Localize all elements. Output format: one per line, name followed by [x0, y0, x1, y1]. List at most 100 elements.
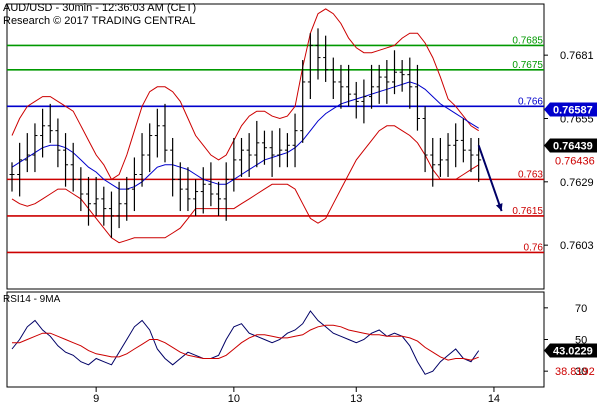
price-bar-29 [231, 137, 237, 192]
price-bar-28 [223, 162, 229, 221]
price-y-label-1: 0.7655 [560, 113, 594, 125]
price-bar-36 [284, 133, 290, 168]
rsi-title: RSI14 - 9MA [3, 294, 61, 305]
price-bar-49 [384, 60, 390, 104]
rsi-lines [11, 310, 480, 375]
rsi-series-9MA [12, 324, 479, 361]
price-price-label-1-box [544, 138, 597, 153]
research-credit: Research © 2017 TRADING CENTRAL [3, 15, 196, 27]
price-bar-52 [407, 57, 413, 109]
level-label-5: 0.76 [524, 242, 544, 253]
price-bar-21 [170, 137, 176, 197]
price-bar-58 [453, 123, 459, 168]
series-bollinger-middle [11, 81, 479, 190]
series-bollinger-lower [11, 125, 479, 244]
price-bar-53 [414, 64, 420, 131]
series-bollinger-upper [11, 8, 479, 181]
rsi-price-label-1: 38.8192 [555, 366, 595, 378]
price-bar-41 [323, 35, 329, 82]
price-bar-23 [185, 167, 191, 212]
price-bar-13 [108, 191, 114, 238]
price-bar-48 [376, 64, 382, 104]
price-bar-22 [177, 162, 183, 212]
price-bar-8 [70, 142, 76, 192]
price-bar-34 [269, 130, 275, 177]
price-bar-7 [63, 133, 69, 187]
forecast-arrow-shaft [477, 144, 503, 212]
price-bar-55 [430, 137, 436, 187]
price-bar-39 [307, 33, 313, 99]
price-bar-25 [200, 167, 206, 214]
price-bar-56 [437, 137, 443, 177]
price-y-label-0: 0.7681 [560, 50, 594, 62]
price-bar-27 [216, 181, 222, 216]
level-label-4: 0.7615 [512, 206, 543, 217]
chart-title: AUD/USD - 30min - 12:36:03 AM (CET) [3, 2, 197, 14]
price-bar-6 [55, 118, 61, 168]
price-bar-60 [468, 137, 474, 173]
x-label-1: 10 [228, 393, 240, 405]
price-bar-51 [399, 60, 405, 92]
price-bar-43 [338, 64, 344, 109]
price-bars [9, 28, 482, 238]
price-panel-frame [6, 3, 545, 290]
price-bar-59 [460, 118, 466, 163]
price-bar-42 [330, 57, 336, 99]
price-bar-26 [208, 162, 214, 207]
x-label-0: 9 [93, 393, 99, 405]
price-bar-10 [86, 176, 91, 226]
price-bar-2 [24, 133, 30, 173]
price-bar-18 [147, 123, 153, 173]
price-bar-16 [131, 157, 137, 212]
price-panel: 0.7685 0.7675 0.766 0.763 0.7615 0.76 [6, 3, 545, 290]
forecast-arrow [477, 144, 503, 212]
price-y-label-3: 0.7603 [560, 240, 594, 252]
price-bar-9 [78, 167, 84, 212]
x-axis-labels: 9 10 13 14 [93, 387, 500, 405]
rsi-y-label-2: 30 [575, 366, 587, 378]
level-label-0: 0.7685 [512, 35, 543, 46]
price-bar-20 [162, 103, 168, 163]
price-bar-47 [369, 64, 375, 109]
level-label-3: 0.763 [518, 169, 543, 180]
x-label-2: 13 [350, 393, 362, 405]
price-bar-46 [361, 79, 367, 124]
price-bar-11 [93, 176, 99, 216]
x-label-3: 14 [488, 393, 500, 405]
rsi-series-RSI14 [11, 310, 480, 375]
price-bar-0 [9, 162, 15, 192]
level-label-2: 0.766 [518, 96, 543, 107]
forecast-arrow-head [495, 203, 503, 212]
price-bar-35 [277, 128, 283, 168]
price-bar-24 [193, 179, 199, 216]
price-bar-37 [292, 113, 298, 168]
price-bar-14 [116, 181, 122, 229]
price-bar-33 [261, 130, 267, 165]
price-bar-38 [300, 60, 306, 143]
price-bar-44 [346, 64, 352, 107]
y-axis-labels: 0.7681 0.7655 0.7629 0.7603 70 50 30 0.76587 0.7… [544, 50, 597, 378]
rsi-price-label-0-box [544, 343, 597, 358]
price-bar-31 [246, 133, 252, 177]
price-price-label-2: 0.76436 [555, 155, 595, 167]
price-bar-5 [47, 103, 53, 143]
price-bar-57 [445, 133, 451, 177]
price-price-label-0-box [544, 102, 597, 117]
price-bar-3 [32, 123, 38, 173]
price-bar-32 [254, 120, 260, 168]
price-bar-19 [154, 108, 160, 158]
rsi-panel-frame [6, 291, 545, 388]
price-bar-40 [315, 28, 321, 80]
price-bar-54 [422, 106, 428, 173]
rsi-y-label-1: 50 [575, 335, 587, 347]
rsi-price-label-0: 43.0229 [553, 346, 593, 358]
bollinger-bands [11, 8, 479, 244]
rsi-y-label-0: 70 [575, 303, 587, 315]
rsi-panel [6, 291, 545, 388]
price-bar-45 [353, 81, 359, 119]
price-bar-4 [40, 108, 46, 158]
price-price-label-0: 0.76587 [553, 104, 593, 116]
price-y-label-2: 0.7629 [560, 177, 594, 189]
price-price-label-1: 0.76439 [553, 141, 593, 153]
